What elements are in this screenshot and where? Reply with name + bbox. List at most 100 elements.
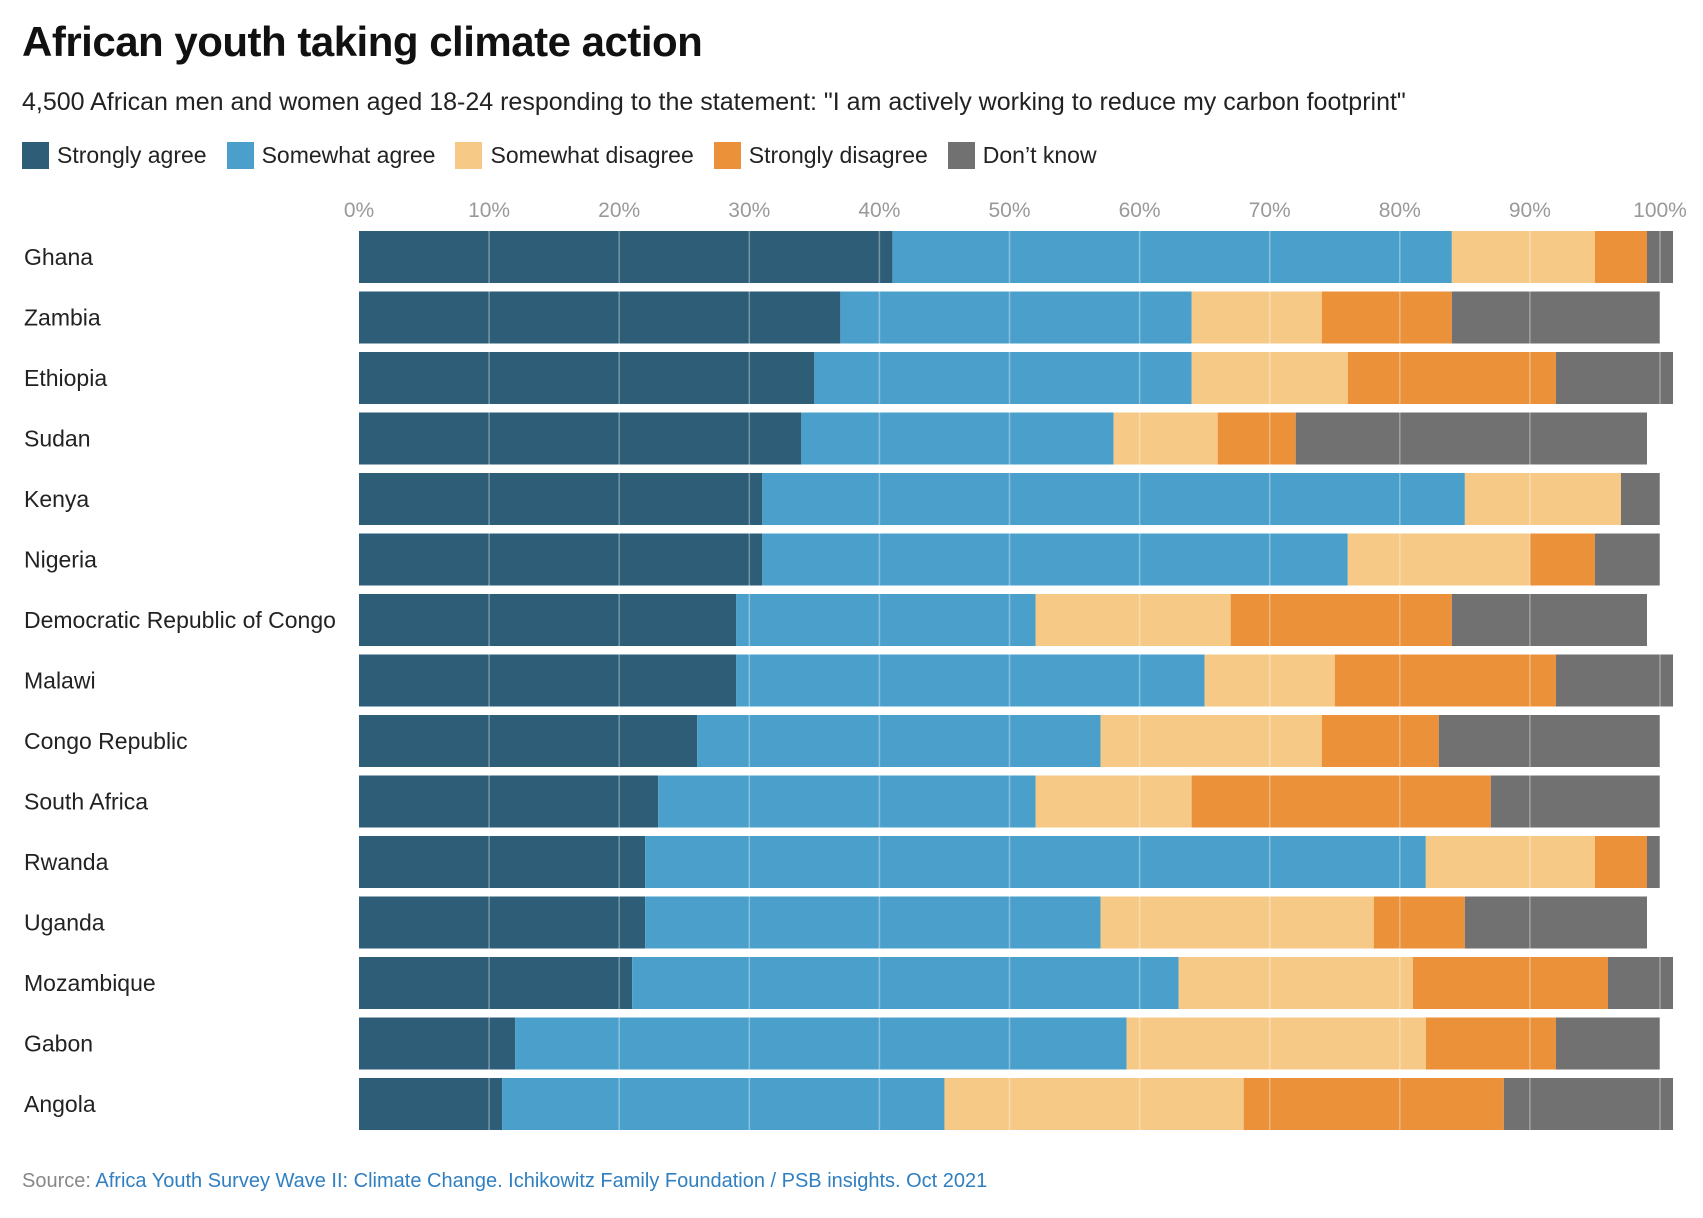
bar-segment [1555,654,1674,707]
bar-segment [359,352,815,404]
bar-segment [658,775,1036,828]
bar-segment [1100,896,1374,949]
bar-segment [359,957,633,1009]
bar-segment [1451,291,1660,344]
bar-segment [814,352,1192,404]
legend-swatch [455,142,483,169]
legend-label: Don’t know [982,142,1097,168]
legend-item: Somewhat agree [226,142,436,169]
legend-item: Strongly agree [22,142,207,169]
bar-segment [1191,291,1322,344]
legend-label: Somewhat disagree [490,142,694,168]
bar-segment [1347,352,1556,404]
bar-segment [1607,957,1674,1009]
x-tick-label: 60% [1119,199,1161,222]
bar-chart: 0% 10% 20% 30% 40% 50% 60% 70% 80% 90% 100% Ghana Za… [24,199,1687,1130]
bar-segment [1620,473,1660,525]
x-tick-label: 0% [344,199,374,222]
bar-segment [944,1078,1244,1130]
bar-segment [1555,352,1674,404]
legend-swatch [947,142,975,169]
x-tick-label: 100% [1633,199,1687,222]
bar-segment [1555,1017,1660,1070]
x-tick-label: 80% [1379,199,1421,222]
legend-swatch [22,142,49,169]
bar-segment [736,654,1205,707]
category-label: Angola [24,1091,96,1117]
bar-segment [1217,412,1296,465]
bar-segment [359,291,841,344]
bar-segment [1438,715,1660,767]
bar-segment [359,533,763,586]
source-note: Source: Africa Youth Survey Wave II: Cli… [22,1170,987,1193]
bar-segment [359,836,646,888]
x-tick-label: 90% [1509,199,1551,222]
category-label: Nigeria [24,547,97,573]
bar-segment [645,896,1101,949]
x-tick-label: 70% [1249,199,1291,222]
category-label: Sudan [24,426,91,452]
chart-title: African youth taking climate action [22,18,703,65]
category-label: Rwanda [24,849,109,875]
legend-label: Somewhat agree [261,142,436,168]
bar-segment [1594,231,1647,283]
category-label: Kenya [24,486,89,512]
x-tick-label: 30% [728,199,770,222]
bar-segment [359,654,737,707]
category-label: Congo Republic [24,728,188,754]
bar-segment [1204,654,1335,707]
bar-segment [1451,231,1595,283]
bar-segment [1646,231,1674,283]
legend-label: Strongly agree [57,142,207,168]
bar-segment [1035,775,1192,828]
bar-segment [515,1017,1127,1070]
x-tick-label: 10% [468,199,510,222]
bar-segment [1347,533,1530,586]
bar-segment [762,533,1348,586]
category-label: Ghana [24,244,93,270]
bar-segment [359,594,737,646]
bar-segment [1321,715,1439,767]
bar-segment [359,1017,516,1070]
x-tick-label: 20% [598,199,640,222]
category-label: Mozambique [24,970,156,996]
bar-segment [1425,1017,1556,1070]
bar-segment [1425,836,1595,888]
bar-segment [632,957,1179,1009]
legend-label: Strongly disagree [748,142,928,168]
bar-segment [801,412,1114,465]
legend-item: Somewhat disagree [455,142,694,169]
bar-segment [359,896,646,949]
bar-segment [1529,533,1595,586]
bar-segment [359,715,698,767]
category-label: Ethiopia [24,365,107,391]
bar-segment [502,1078,945,1130]
legend-swatch [713,142,741,169]
legend-item: Strongly disagree [713,142,928,169]
bar-segment [1490,775,1660,828]
bar-segment [1412,957,1608,1009]
category-label: South Africa [24,789,148,815]
bar-segment [892,231,1452,283]
bar-segment [1230,594,1452,646]
bar-segment [1295,412,1647,465]
source-link[interactable]: Africa Youth Survey Wave II: Climate Cha… [95,1170,988,1192]
bar-segment [359,1078,503,1130]
bar-segment [1451,594,1647,646]
x-tick-label: 40% [858,199,900,222]
bar-segment [1035,594,1231,646]
bar-segment [736,594,1036,646]
bar-segment [1334,654,1556,707]
bar-segment [1100,715,1322,767]
category-label: Malawi [24,668,96,694]
category-label: Democratic Republic of Congo [24,607,336,633]
bar-segment [359,775,659,828]
bar-segment [1126,1017,1426,1070]
bar-segment [840,291,1192,344]
category-label: Zambia [24,305,101,331]
bar-segment [1373,896,1465,949]
chart-subtitle: 4,500 African men and women aged 18-24 r… [22,88,1406,116]
bar-segment [359,231,893,283]
legend-item: Don’t know [947,142,1097,169]
bar-segment [1503,1078,1674,1130]
